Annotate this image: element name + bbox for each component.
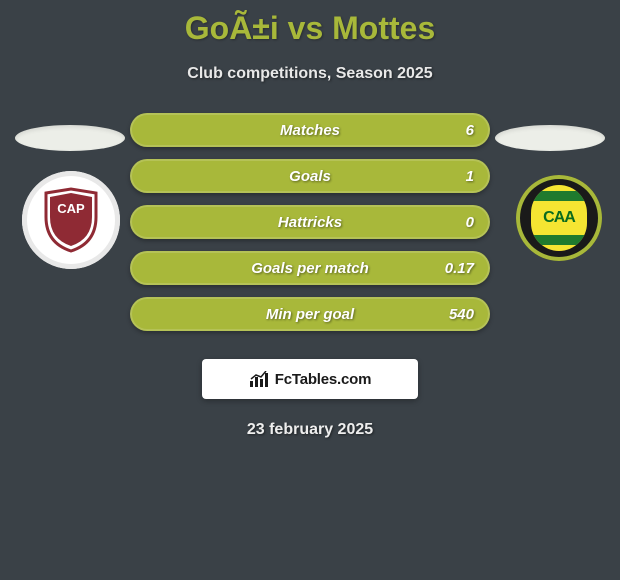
stat-label: Hattricks (278, 214, 342, 231)
shield-icon: CAP (42, 187, 100, 253)
page-title: GoÃ±i vs Mottes (0, 0, 620, 47)
stat-row: Min per goal 540 (130, 297, 490, 331)
left-team-col: CAP (10, 113, 130, 151)
crest-text: CAA (543, 209, 575, 227)
left-team-badge: CAP (22, 171, 120, 269)
stat-value: 6 (466, 122, 474, 139)
crest-band-top (531, 191, 587, 201)
stat-label: Goals (289, 168, 331, 185)
stat-value: 0 (466, 214, 474, 231)
page-subtitle: Club competitions, Season 2025 (0, 65, 620, 83)
stat-label: Min per goal (266, 306, 354, 323)
right-team-col: CAA (490, 113, 610, 151)
date-text: 23 february 2025 (0, 421, 620, 439)
stat-label: Goals per match (251, 260, 369, 277)
source-brand-text: FcTables.com (275, 371, 372, 388)
left-team-platform (15, 125, 125, 151)
svg-text:CAP: CAP (57, 201, 85, 216)
stat-value: 1 (466, 168, 474, 185)
stat-value: 540 (449, 306, 474, 323)
stat-row: Goals per match 0.17 (130, 251, 490, 285)
bar-chart-icon (249, 371, 269, 387)
crest-band-bottom (531, 235, 587, 245)
stat-row: Goals 1 (130, 159, 490, 193)
stat-label: Matches (280, 122, 340, 139)
right-team-platform (495, 125, 605, 151)
club-crest-icon: CAA (531, 185, 587, 251)
stat-row: Hattricks 0 (130, 205, 490, 239)
source-badge[interactable]: FcTables.com (202, 359, 418, 399)
stats-column: Matches 6 Goals 1 Hattricks 0 Goals per … (130, 113, 490, 331)
stat-row: Matches 6 (130, 113, 490, 147)
stat-value: 0.17 (445, 260, 474, 277)
right-team-badge: CAA (516, 175, 602, 261)
comparison-row: CAP Matches 6 Goals 1 Hattricks 0 Goals … (0, 113, 620, 331)
